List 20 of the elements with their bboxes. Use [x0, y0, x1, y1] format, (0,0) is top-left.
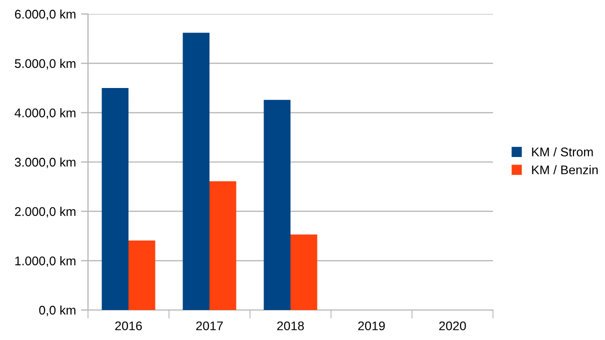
bar [264, 100, 290, 310]
legend-label: KM / Benzin [532, 165, 598, 174]
bar [128, 240, 156, 310]
bar [290, 234, 318, 310]
bar [102, 88, 128, 310]
y-tick-label: 1.000,0 km [15, 256, 76, 267]
x-tick-label: 2020 [439, 321, 466, 330]
x-tick-label: 2019 [358, 321, 385, 330]
bar [182, 32, 210, 310]
y-tick-label: 2.000,0 km [14, 206, 76, 218]
y-tick-label: 6.000,0 km [14, 9, 76, 20]
x-tick-label: 2016 [115, 321, 142, 330]
legend-label: KM / Strom [532, 147, 593, 156]
x-tick-label: 2017 [196, 321, 223, 330]
y-tick-label: 4.000,0 km [14, 108, 76, 119]
y-tick-label: 5.000,0 km [14, 58, 76, 70]
y-tick-label: 3.000,0 km [14, 157, 76, 168]
x-tick-label: 2018 [277, 321, 304, 330]
y-tick-label: 0,0 km [39, 305, 76, 316]
bar [210, 181, 236, 310]
